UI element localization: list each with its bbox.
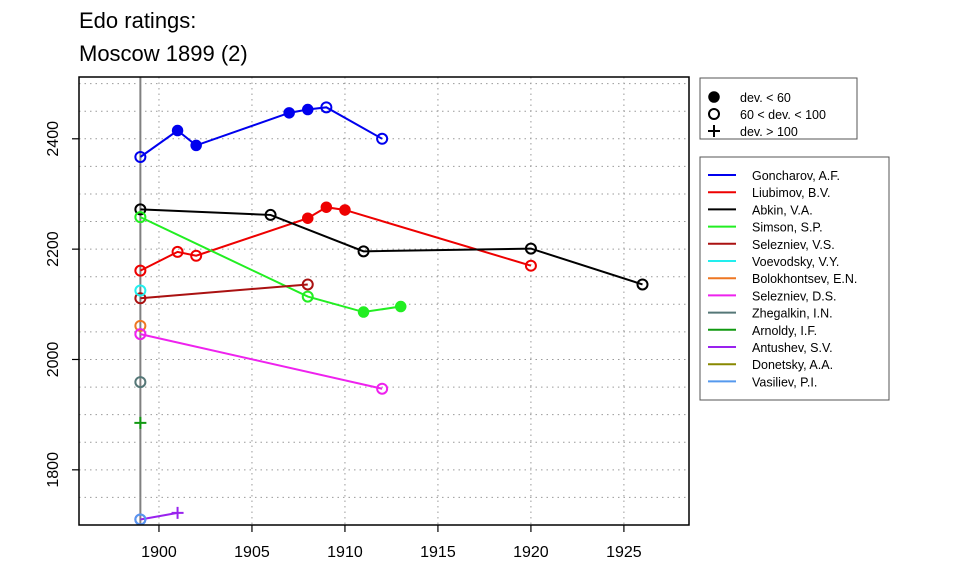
marker-legend: dev. < 60 60 < dev. < 100 dev. > 100 xyxy=(699,77,858,140)
legend-marker-plus-icon xyxy=(708,125,720,137)
data-point-selezniev-d-s xyxy=(134,328,147,341)
series-legend-label: Bolokhontsev, E.N. xyxy=(752,272,857,286)
marker-legend-label: dev. > 100 xyxy=(740,125,798,139)
legend-marker-filled-icon xyxy=(708,91,720,103)
legend-marker-open-icon xyxy=(708,108,720,120)
data-point-liubimov-b-v xyxy=(339,204,351,216)
data-point-simson-s-p xyxy=(394,300,407,313)
series-legend-label: Simson, S.P. xyxy=(752,221,823,235)
series-legend-label: Voevodsky, V.Y. xyxy=(752,255,839,269)
data-point-simson-s-p xyxy=(134,211,147,224)
series-legend-label: Donetsky, A.A. xyxy=(752,358,833,372)
y-axis: 1800 2000 2200 2400 xyxy=(45,121,79,488)
x-tick-label: 1910 xyxy=(327,544,363,561)
y-tick-label: 2400 xyxy=(45,121,62,157)
series-legend-label: Liubimov, B.V. xyxy=(752,186,831,200)
chart-subtitle: Moscow 1899 (2) xyxy=(79,41,248,66)
data-point-abkin-v-a xyxy=(636,278,649,291)
data-point-goncharov-a-f xyxy=(302,103,314,116)
data-point-goncharov-a-f xyxy=(171,124,184,137)
series-line-simson-s-p xyxy=(139,216,401,314)
x-tick-label: 1900 xyxy=(141,544,177,561)
data-point-liubimov-b-v xyxy=(171,245,184,258)
data-point-goncharov-a-f xyxy=(190,139,202,152)
series-legend-label: Arnoldy, I.F. xyxy=(752,324,817,338)
data-point-liubimov-b-v xyxy=(134,264,147,277)
data-point-abkin-v-a xyxy=(134,203,147,216)
series-line-selezniev-v-s xyxy=(140,283,308,300)
series-legend-label: Vasiliev, P.I. xyxy=(752,375,817,389)
data-point-bolokhontsev-e-n xyxy=(134,319,147,332)
x-tick-label: 1915 xyxy=(420,544,456,561)
series-legend-label: Goncharov, A.F. xyxy=(752,169,840,183)
data-point-abkin-v-a xyxy=(264,208,277,221)
series-line-liubimov-b-v xyxy=(139,206,532,272)
x-tick-label: 1920 xyxy=(513,544,549,561)
plot-frame xyxy=(78,76,690,526)
data-point-selezniev-d-s xyxy=(376,382,389,395)
data-point-selezniev-v-s xyxy=(134,292,147,305)
data-point-liubimov-b-v xyxy=(302,212,314,224)
data-point-liubimov-b-v xyxy=(524,259,537,272)
data-point-goncharov-a-f xyxy=(376,132,389,145)
data-point-antushev-s-v xyxy=(171,506,184,519)
series-line-selezniev-d-s xyxy=(140,333,383,390)
data-point-voevodsky-v-y xyxy=(134,284,147,297)
x-tick-label: 1905 xyxy=(234,544,270,561)
marker-legend-box xyxy=(699,77,858,140)
y-tick-label: 2200 xyxy=(45,231,62,267)
data-point-goncharov-a-f xyxy=(134,151,147,163)
series-legend-label: Selezniev, V.S. xyxy=(752,238,835,252)
series-line-antushev-s-v xyxy=(140,511,178,521)
series-legend-label: Selezniev, D.S. xyxy=(752,289,837,303)
data-point-simson-s-p xyxy=(357,306,370,318)
marker-legend-label: 60 < dev. < 100 xyxy=(740,108,826,122)
data-point-abkin-v-a xyxy=(524,242,537,255)
y-tick-label: 2000 xyxy=(45,342,62,378)
data-point-liubimov-b-v xyxy=(190,249,203,262)
series-legend: Goncharov, A.F. Liubimov, B.V. Abkin, V.A.… xyxy=(699,156,890,401)
series-legend-label: Antushev, S.V. xyxy=(752,341,833,355)
series-legend-label: Abkin, V.A. xyxy=(752,203,813,217)
data-point-goncharov-a-f xyxy=(320,101,333,114)
series-legend-label: Zhegalkin, I.N. xyxy=(752,307,833,321)
data-point-selezniev-v-s xyxy=(301,278,314,291)
x-axis: 1900 1905 1910 1915 1920 1925 xyxy=(141,525,642,561)
data-point-abkin-v-a xyxy=(357,245,370,258)
y-tick-label: 1800 xyxy=(45,452,62,488)
x-tick-label: 1925 xyxy=(606,544,642,561)
data-point-goncharov-a-f xyxy=(283,107,295,119)
chart-title: Edo ratings: xyxy=(79,8,197,33)
series-line-abkin-v-a xyxy=(140,208,643,286)
data-point-arnoldy-i-f xyxy=(134,416,147,429)
data-point-liubimov-b-v xyxy=(320,201,333,213)
series-layer xyxy=(134,101,649,526)
data-point-simson-s-p xyxy=(301,290,314,303)
data-point-zhegalkin-i-n xyxy=(134,376,147,389)
marker-legend-label: dev. < 60 xyxy=(740,91,791,105)
